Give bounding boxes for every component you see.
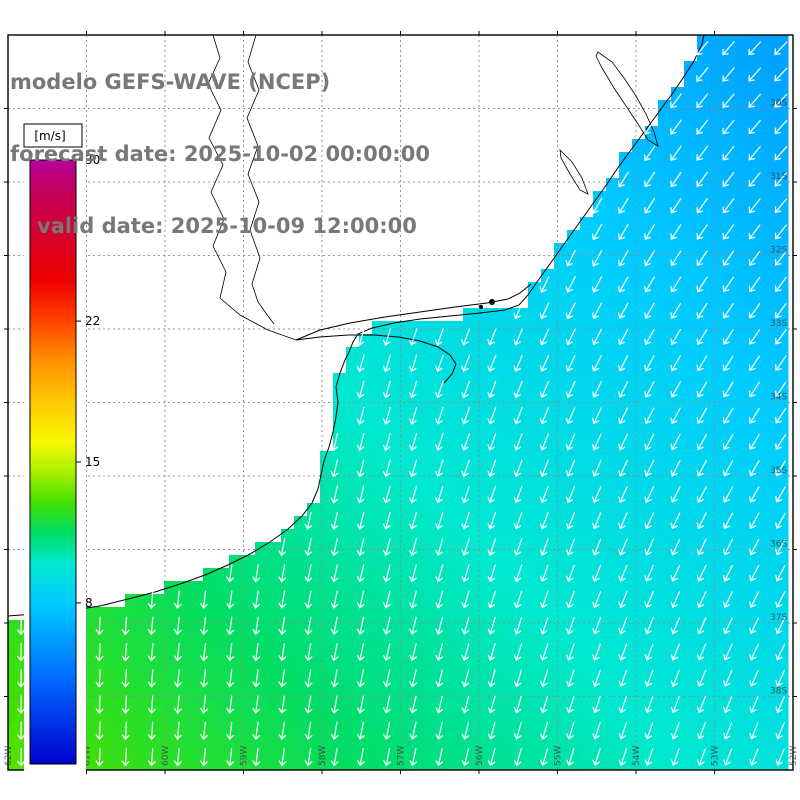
svg-text:33S: 33S <box>770 319 787 329</box>
title-valid-line: valid date: 2025-10-09 12:00:00 <box>37 214 417 238</box>
svg-text:37S: 37S <box>770 613 787 623</box>
svg-text:32S: 32S <box>770 246 787 256</box>
svg-text:56W: 56W <box>475 746 485 766</box>
svg-text:31S: 31S <box>770 172 787 182</box>
svg-text:60W: 60W <box>161 746 171 766</box>
title-model-line: modelo GEFS-WAVE (NCEP) <box>10 70 331 94</box>
svg-text:55W: 55W <box>554 746 564 766</box>
latitude-labels: 30S 31S 32S 33S 34S 35S 36S 37S 38S <box>770 99 787 697</box>
colorbar-tick-label: 15 <box>85 455 100 469</box>
coastline <box>7 34 705 617</box>
atlantic-coastline <box>7 34 705 617</box>
colorbar-gradient <box>29 159 77 765</box>
estuary-north-shore <box>295 283 532 341</box>
colorbar-unit-box <box>23 123 83 148</box>
estuary-south-shore <box>295 334 457 384</box>
lagoon-mirim <box>559 148 589 195</box>
graticule-grid <box>8 35 793 770</box>
svg-text:53W: 53W <box>711 746 721 766</box>
longitude-labels: 62W 61W 60W 59W 58W 57W 56W 55W 54W 53W 52W <box>4 746 799 766</box>
coastal-islet <box>479 305 483 309</box>
river-uruguay <box>246 34 275 325</box>
svg-text:38S: 38S <box>770 687 787 697</box>
map-frame <box>4 31 797 774</box>
colorbar-tick-label: 22 <box>85 314 100 328</box>
svg-text:57W: 57W <box>397 746 407 766</box>
colorbar-tick-label: 8 <box>85 596 93 610</box>
svg-text:62W: 62W <box>4 746 14 766</box>
coastal-islet <box>489 299 495 305</box>
svg-text:52W: 52W <box>789 746 799 766</box>
svg-text:35S: 35S <box>770 466 787 476</box>
svg-text:54W: 54W <box>632 746 642 766</box>
svg-text:36S: 36S <box>770 540 787 550</box>
svg-text:58W: 58W <box>318 746 328 766</box>
wind-arrows <box>17 41 788 767</box>
colorbar-unit-label: [m/s] <box>34 129 65 143</box>
svg-text:34S: 34S <box>770 393 787 403</box>
colorbar-tick-label: 30 <box>85 153 100 167</box>
lagoon-dos-patos <box>595 51 659 147</box>
map-title-block: modelo GEFS-WAVE (NCEP) forecast date: 2… <box>10 22 430 286</box>
svg-text:30S: 30S <box>770 99 787 109</box>
river-parana <box>207 34 297 341</box>
colorbar: 30 22 15 8 [m/s] <box>23 123 100 774</box>
title-forecast-line: forecast date: 2025-10-02 00:00:00 <box>10 142 430 166</box>
svg-text:61W: 61W <box>83 746 93 766</box>
svg-text:59W: 59W <box>240 746 250 766</box>
